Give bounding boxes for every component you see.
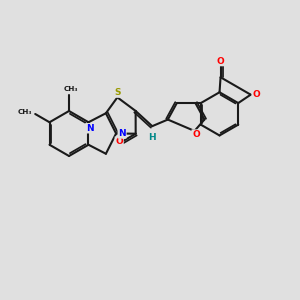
Text: N: N (86, 124, 94, 133)
Text: CH₃: CH₃ (18, 110, 32, 116)
Text: H: H (148, 133, 156, 142)
Text: O: O (252, 90, 260, 99)
Text: O: O (217, 57, 224, 66)
Text: S: S (114, 88, 121, 97)
Text: CH₃: CH₃ (63, 85, 78, 91)
Text: O: O (115, 137, 123, 146)
Text: N: N (118, 129, 126, 138)
Text: O: O (192, 130, 200, 139)
